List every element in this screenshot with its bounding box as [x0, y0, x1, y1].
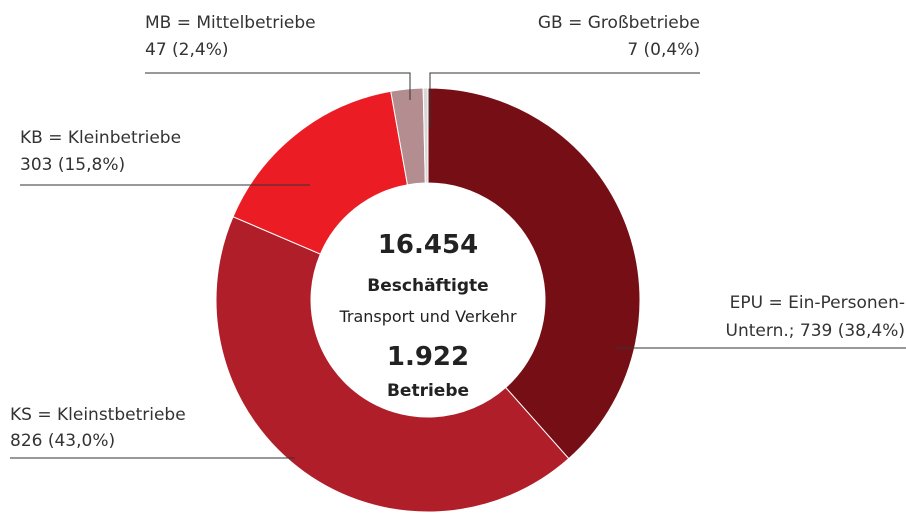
donut-segment: [232, 90, 409, 255]
segment-label: MB = Mittelbetriebe: [145, 13, 316, 33]
center-text: 16.454: [378, 230, 478, 260]
donut-hole: [312, 184, 544, 416]
leader-line: [429, 72, 700, 128]
segment-value-label: 826 (43,0%): [10, 431, 115, 451]
segment-value-label: 47 (2,4%): [145, 40, 229, 60]
center-text: 1.922: [387, 342, 469, 372]
segment-label: KS = Kleinstbetriebe: [10, 405, 186, 425]
donut-segment: [422, 87, 429, 184]
center-text: Beschäftigte: [367, 276, 488, 296]
segment-value-label: 303 (15,8%): [20, 155, 125, 175]
segment-label: KB = Kleinbetriebe: [20, 128, 181, 148]
donut-segment: [215, 216, 570, 513]
center-text: Transport und Verkehr: [338, 307, 516, 326]
donut-segment: [427, 87, 641, 460]
segment-label: EPU = Ein-Personen-: [730, 293, 905, 313]
segment-value-label: Untern.; 739 (38,4%): [726, 321, 905, 341]
segment-label: GB = Großbetriebe: [538, 13, 700, 33]
center-text: Betriebe: [387, 381, 469, 401]
leader-line: [145, 72, 411, 100]
segment-value-label: 7 (0,4%): [627, 40, 700, 60]
